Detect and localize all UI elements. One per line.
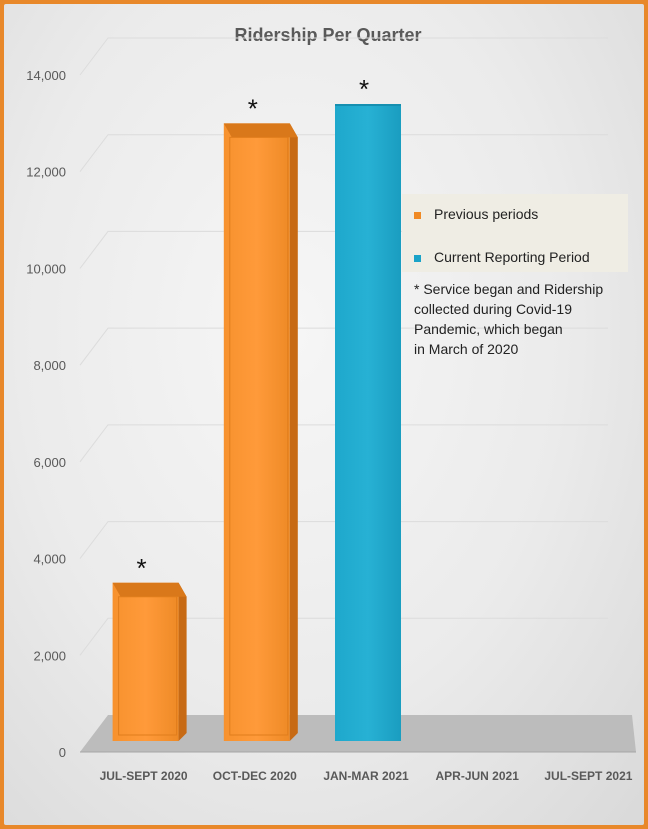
bar-chart: Ridership Per Quarter 0 2,000 4,000 6,000 8,… [26,25,636,783]
bar-top [223,123,298,138]
legend-item-previous: Previous periods [414,206,539,222]
y-tick-label: 2,000 [33,648,66,663]
asterisk-markers: * * * [137,74,370,583]
bar-side [178,582,187,741]
footnote-line: Pandemic, which began [414,321,563,337]
bar-side [289,123,298,741]
legend-label-current: Current Reporting Period [434,249,590,265]
x-tick-label: JAN-MAR 2021 [323,769,409,783]
y-tick-label: 8,000 [33,358,66,373]
legend-item-current: Current Reporting Period [414,249,590,265]
footnote-line: * Service began and Ridership [414,281,604,297]
footnote-line: collected during Covid-19 [414,301,572,317]
y-axis: 0 2,000 4,000 6,000 8,000 10,000 12,000 14,000 [26,68,66,760]
bar [335,104,401,742]
y-tick-label: 6,000 [33,455,66,470]
bars [112,104,401,742]
x-tick-label: JUL-SEPT 2021 [544,769,632,783]
asterisk-marker: * [248,93,258,123]
gridline [79,617,608,656]
gridline [79,521,608,559]
bar-edge [118,596,178,736]
x-tick-label: OCT-DEC 2020 [213,769,297,783]
asterisk-marker: * [359,74,369,104]
legend-swatch-current [414,255,421,262]
gridline [79,424,608,463]
y-tick-label: 0 [59,745,66,760]
gridline [79,134,608,173]
chart-title: Ridership Per Quarter [234,25,421,45]
gridline [79,327,608,366]
footnote-line: in March of 2020 [414,341,519,357]
y-tick-label: 4,000 [33,552,66,567]
covid-footnote: * Service began and Ridership collected … [414,279,644,359]
x-tick-label: APR-JUN 2021 [436,769,520,783]
legend-label-previous: Previous periods [434,206,539,222]
gridlines [79,37,608,656]
x-tick-label: JUL-SEPT 2020 [100,769,188,783]
asterisk-marker: * [137,553,147,583]
legend [402,194,628,272]
bar-top [112,582,187,597]
y-tick-label: 14,000 [26,68,66,83]
x-axis: JUL-SEPT 2020 OCT-DEC 2020 JAN-MAR 2021 APR… [80,751,636,783]
y-tick-label: 12,000 [26,165,66,180]
bar-edge [229,136,289,736]
bar [112,582,179,741]
bar [223,123,290,741]
y-tick-label: 10,000 [26,261,66,276]
legend-swatch-previous [414,212,421,219]
bar-top [335,104,401,107]
gridline [79,37,608,76]
chart-frame: Ridership Per Quarter 0 2,000 4,000 6,000 8,… [4,4,644,825]
